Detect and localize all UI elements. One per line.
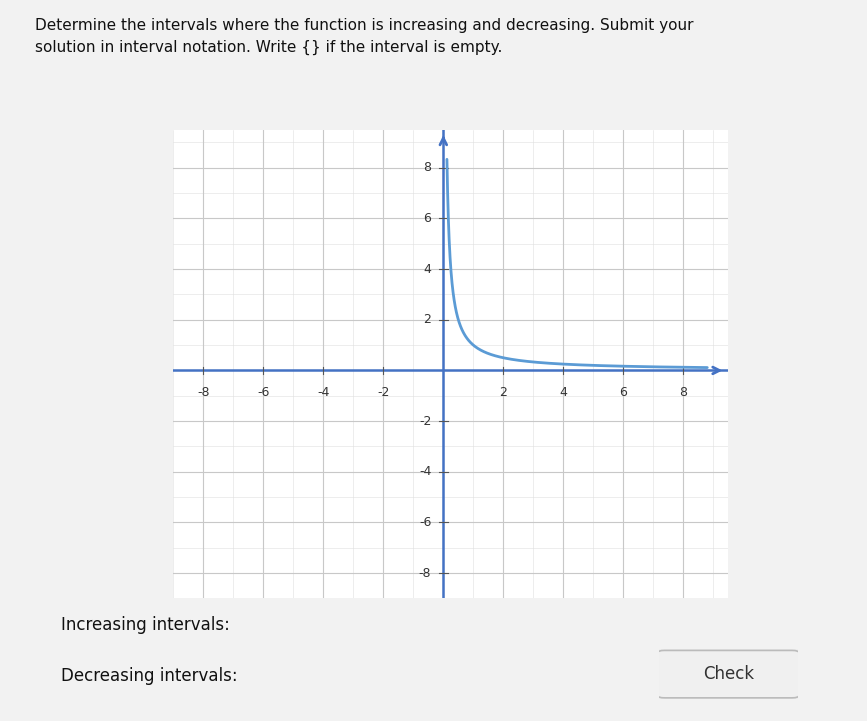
Text: Determine the intervals where the function is increasing and decreasing. Submit : Determine the intervals where the functi…: [35, 18, 694, 33]
Text: -8: -8: [197, 386, 210, 399]
Text: -8: -8: [419, 567, 432, 580]
Text: -4: -4: [317, 386, 329, 399]
Text: solution in interval notation. Write {} if the interval is empty.: solution in interval notation. Write {} …: [35, 40, 502, 55]
Text: 6: 6: [619, 386, 627, 399]
FancyBboxPatch shape: [657, 650, 799, 698]
Text: -2: -2: [377, 386, 389, 399]
Text: 6: 6: [423, 212, 432, 225]
Text: -2: -2: [419, 415, 432, 428]
Text: Decreasing intervals:: Decreasing intervals:: [61, 667, 238, 685]
Text: -6: -6: [419, 516, 432, 529]
Text: 8: 8: [423, 162, 432, 174]
Text: 8: 8: [679, 386, 688, 399]
Text: 4: 4: [423, 262, 432, 275]
Text: -4: -4: [419, 465, 432, 478]
Text: Increasing intervals:: Increasing intervals:: [61, 616, 230, 634]
Text: 4: 4: [559, 386, 567, 399]
Text: Check: Check: [703, 665, 753, 683]
Text: 2: 2: [499, 386, 507, 399]
Text: -6: -6: [257, 386, 270, 399]
Text: 2: 2: [423, 313, 432, 327]
